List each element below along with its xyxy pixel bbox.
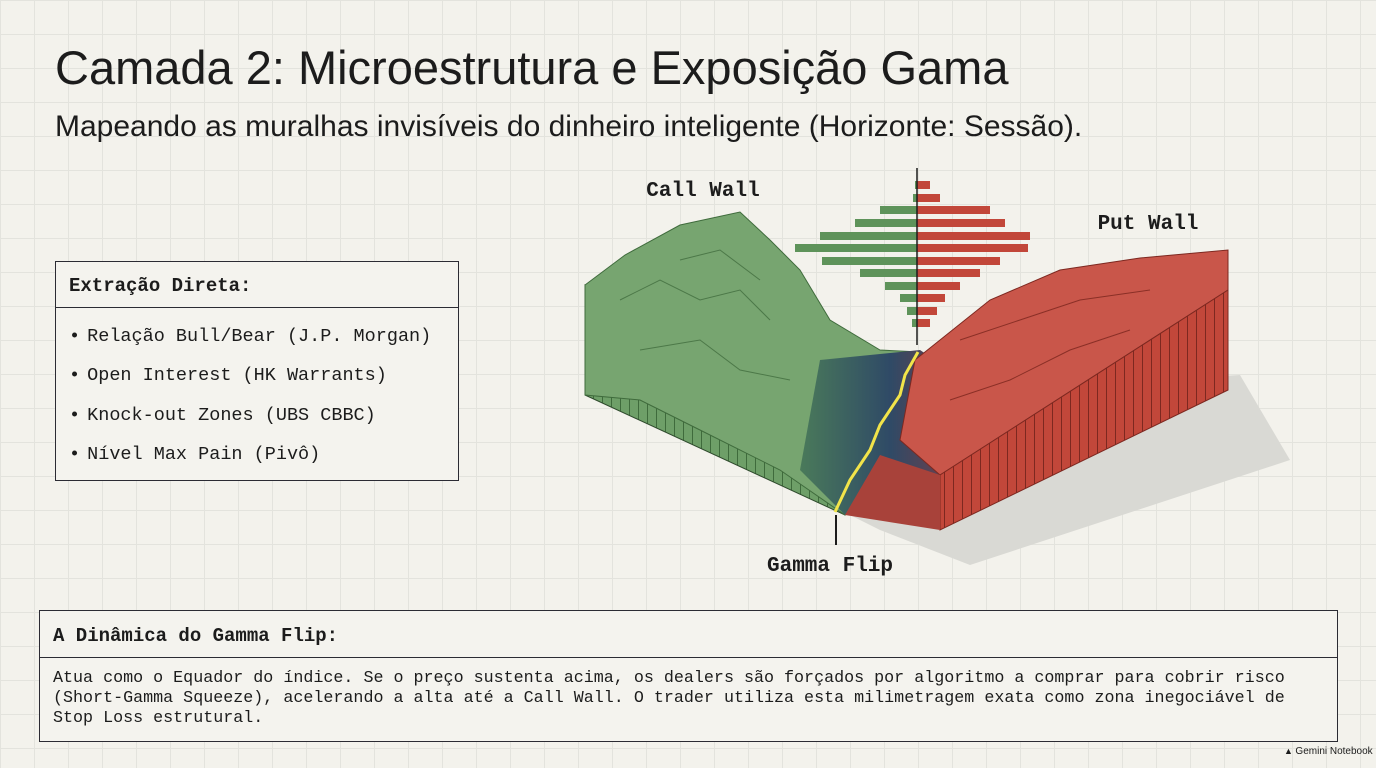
brand-text: Gemini Notebook	[1295, 746, 1373, 757]
label: Put Wall	[1098, 213, 1199, 236]
box-heading: A Dinâmica do Gamma Flip:	[40, 611, 1337, 658]
label: Gamma Flip	[767, 555, 893, 578]
box-heading: Extração Direta:	[56, 262, 458, 308]
list-item: Nível Max Pain (Pivô)	[69, 440, 458, 479]
terrain	[584, 211, 1290, 565]
extraction-box: Extração Direta: Relação Bull/Bear (J.P.…	[55, 261, 459, 481]
histogram	[795, 168, 1030, 345]
list-item: Knock-out Zones (UBS CBBC)	[69, 401, 458, 440]
title: Camada 2: Microestrutura e Exposição Gam…	[55, 41, 1009, 94]
paragraph: Atua como o Equador do índice. Se o preç…	[53, 669, 1285, 728]
subtitle: Mapeando as muralhas invisíveis do dinhe…	[55, 110, 1083, 143]
item-list: Relação Bull/Bear (J.P. Morgan) Open Int…	[56, 308, 458, 479]
list-item: Open Interest (HK Warrants)	[69, 361, 458, 400]
dynamics-box: A Dinâmica do Gamma Flip: Atua como o Eq…	[39, 610, 1338, 742]
brand: ▲ Gemini Notebook	[1284, 746, 1373, 757]
label: Call Wall	[646, 180, 759, 203]
list-item: Relação Bull/Bear (J.P. Morgan)	[69, 322, 458, 361]
